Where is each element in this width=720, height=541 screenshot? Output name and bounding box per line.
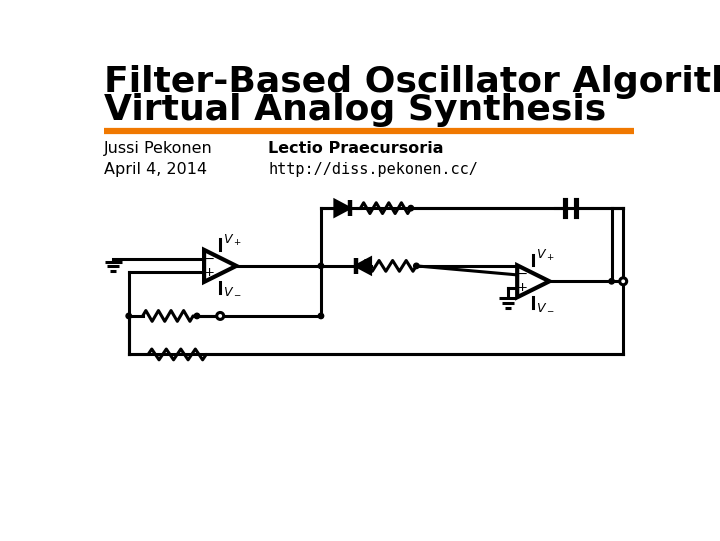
Polygon shape [335, 200, 349, 216]
Circle shape [318, 313, 324, 319]
Text: +: + [517, 281, 528, 294]
Circle shape [408, 206, 413, 211]
Circle shape [126, 313, 132, 319]
Text: +: + [204, 266, 215, 279]
Text: April 4, 2014: April 4, 2014 [104, 162, 207, 177]
Circle shape [194, 313, 199, 319]
Text: $V_-$: $V_-$ [223, 284, 242, 297]
Text: http://diss.pekonen.cc/: http://diss.pekonen.cc/ [269, 162, 478, 177]
Polygon shape [356, 258, 371, 274]
Text: Filter-Based Oscillator Algorithms for: Filter-Based Oscillator Algorithms for [104, 65, 720, 99]
Text: $V_+$: $V_+$ [223, 233, 242, 248]
Text: −: − [204, 253, 215, 266]
Circle shape [620, 278, 626, 285]
Text: Jussi Pekonen: Jussi Pekonen [104, 141, 212, 156]
Circle shape [318, 263, 324, 268]
Circle shape [414, 263, 419, 268]
Text: Virtual Analog Synthesis: Virtual Analog Synthesis [104, 93, 606, 127]
Circle shape [217, 313, 224, 319]
Text: $V_+$: $V_+$ [536, 248, 555, 263]
Text: $V_-$: $V_-$ [536, 300, 555, 313]
Circle shape [609, 279, 614, 284]
Text: −: − [517, 268, 528, 281]
Text: Lectio Praecursoria: Lectio Praecursoria [269, 141, 444, 156]
